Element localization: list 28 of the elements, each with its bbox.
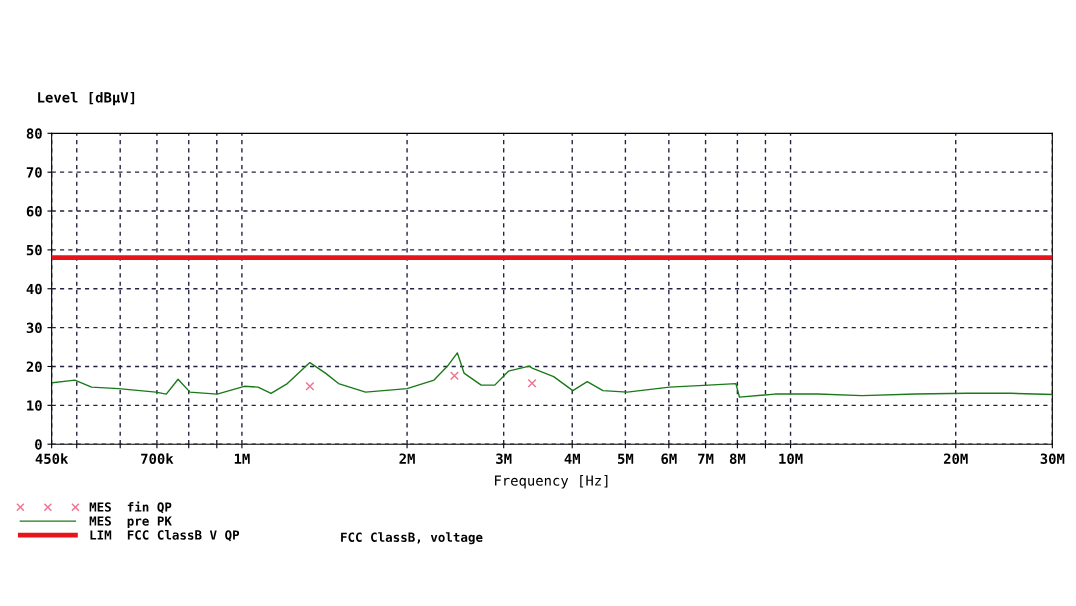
x-tick-label: 20M <box>943 453 968 464</box>
y-tick-label: 70 <box>26 167 42 178</box>
legend-label: LIM FCC ClassB V QP <box>90 529 240 542</box>
y-tick-label: 0 <box>35 439 42 450</box>
text: FCC ClassB, voltage <box>341 532 483 545</box>
x-tick-label: 6M <box>661 453 677 464</box>
y-tick-label: 60 <box>26 206 42 217</box>
x-tick-label: 5M <box>618 453 634 464</box>
legend-label: MES pre PK <box>89 516 172 529</box>
x-tick-label: 1M <box>234 453 250 464</box>
y-tick-label: 30 <box>26 322 42 334</box>
y-axis-title: Level [dBµV] <box>38 91 135 106</box>
x-tick-label: 3M <box>496 453 512 464</box>
x-tick-label: 30M <box>1040 453 1065 464</box>
legend-label: MES fin QP <box>89 501 172 514</box>
x-tick-label: 10M <box>779 453 803 464</box>
x-tick-label: 7M <box>698 453 714 464</box>
x-tick-label: 8M <box>729 453 746 464</box>
x-tick-label: 700k <box>141 453 174 464</box>
y-tick-label: 10 <box>27 400 42 411</box>
x-axis-title: Frequency [Hz] <box>495 475 608 489</box>
x-tick-label: 450k <box>35 453 69 464</box>
x-tick-label: 2M <box>399 453 415 464</box>
y-tick-label: 80 <box>26 128 42 139</box>
x-tick-label: 4M <box>564 453 581 464</box>
y-tick-label: 20 <box>26 361 42 372</box>
y-tick-label: 40 <box>26 283 42 295</box>
y-tick-label: 50 <box>26 244 42 256</box>
